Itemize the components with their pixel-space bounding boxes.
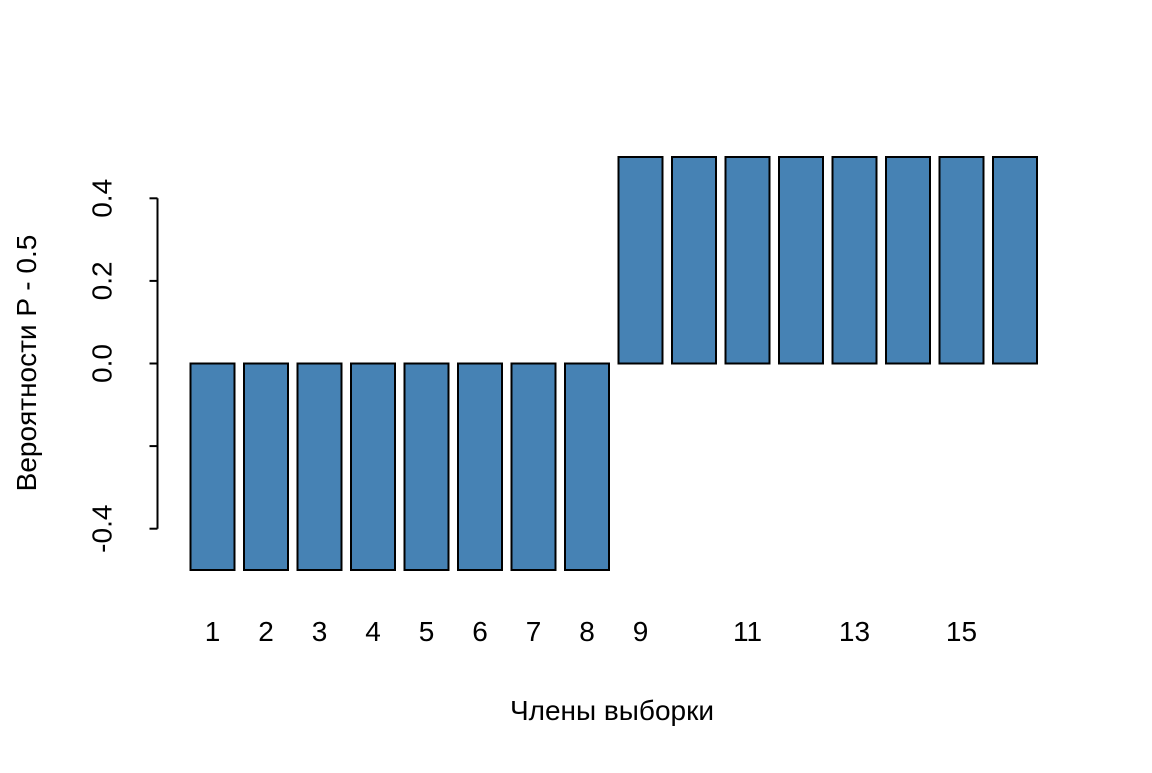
bar-7 xyxy=(510,362,557,571)
bar-8 xyxy=(564,362,610,571)
bar-5 xyxy=(403,362,450,571)
bar-13 xyxy=(831,156,878,365)
bar-2 xyxy=(243,362,289,571)
x-tick-label: 5 xyxy=(419,616,435,647)
bar-15 xyxy=(938,156,985,365)
x-tick-label: 2 xyxy=(258,616,274,647)
bar-6 xyxy=(457,362,503,571)
bar-4 xyxy=(350,362,396,571)
bar-11 xyxy=(724,156,771,365)
x-tick-label: 4 xyxy=(365,616,381,647)
bar-16 xyxy=(992,156,1038,365)
bar-1 xyxy=(189,362,236,571)
x-tick-label: 11 xyxy=(733,616,762,647)
bar-3 xyxy=(296,362,343,571)
y-axis: -0.4 0.0 0.2 0.4 xyxy=(87,179,159,553)
bar-10 xyxy=(671,156,717,365)
x-tick-label: 6 xyxy=(472,616,488,647)
x-tick-label: 3 xyxy=(312,616,328,647)
x-tick-labels: 1 2 3 4 5 6 7 8 9 11 13 15 xyxy=(205,616,977,647)
x-tick-label: 13 xyxy=(839,616,870,647)
x-tick-label: 15 xyxy=(946,616,977,647)
bar-9 xyxy=(617,156,664,365)
y-axis-title: Вероятности P - 0.5 xyxy=(11,235,42,492)
x-tick-label: 9 xyxy=(633,616,649,647)
bars-group xyxy=(189,156,1038,571)
y-tick-label: 0.2 xyxy=(87,261,118,300)
x-tick-label: 1 xyxy=(205,616,221,647)
y-tick-label: 0.0 xyxy=(87,344,118,383)
y-tick-label: 0.4 xyxy=(87,179,118,218)
x-axis-title: Члены выборки xyxy=(510,695,714,726)
bar-14 xyxy=(885,156,931,365)
y-tick-label: -0.4 xyxy=(87,505,118,553)
x-tick-label: 8 xyxy=(579,616,595,647)
x-tick-label: 7 xyxy=(526,616,542,647)
bar-12 xyxy=(778,156,824,365)
